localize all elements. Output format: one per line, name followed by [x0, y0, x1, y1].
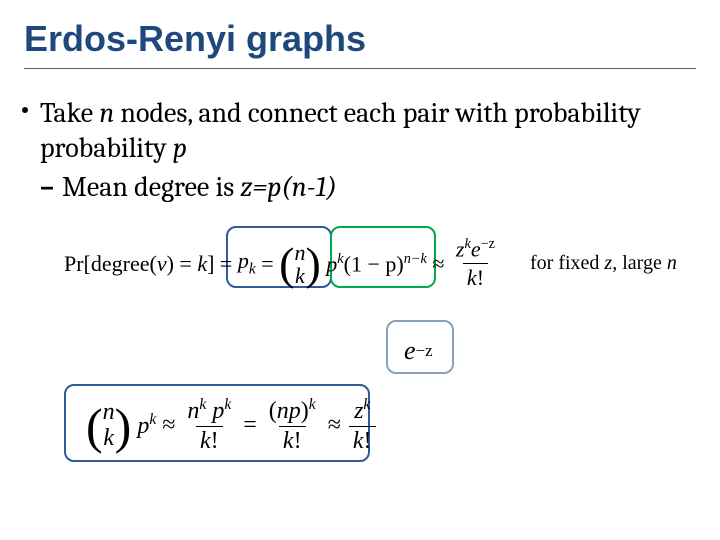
f3-approx2: ≈	[328, 412, 341, 439]
f3-eq: =	[243, 412, 257, 439]
sub-expr: z=p(n-1)	[240, 171, 337, 203]
bullet-1: Take n nodes, and connect each pair with…	[40, 96, 641, 166]
slide-title: Erdos-Renyi graphs	[24, 18, 366, 60]
f3-frac3: zk k!	[349, 396, 376, 455]
f3-binom: ( nk )	[86, 400, 131, 450]
f1-approx: ≈	[427, 251, 450, 277]
f1-poisson: zke−z k!	[452, 236, 499, 291]
dash-icon: –	[40, 170, 54, 205]
for-label: for fixed z, large n	[530, 252, 677, 275]
formula-derivation: ( nk ) pk ≈ nk pk k! = (np)k k! ≈ zk k!	[86, 396, 378, 455]
f3-approx1: ≈	[162, 412, 175, 439]
f3-frac2: (np)k k!	[265, 396, 320, 455]
bullet-n: n	[99, 97, 114, 129]
bullet-p: p	[173, 132, 187, 164]
bullet-dot-icon	[22, 107, 28, 113]
bullet-text-1b: nodes, and connect each pair with probab…	[114, 97, 641, 129]
formula-e-minus-z: e−z	[404, 336, 433, 366]
f1-oneminusp: (1 − p)n−k	[344, 251, 427, 277]
f3-frac1: nk pk k!	[183, 396, 235, 455]
sub-bullet-1: – Mean degree is z=p(n-1)	[62, 170, 337, 205]
slide: { "title": "Erdos-Renyi graphs", "bullet…	[0, 0, 720, 540]
f1-pk: pk	[238, 248, 256, 278]
sub-text: Mean degree is	[62, 171, 240, 203]
title-underline	[24, 68, 696, 69]
bullet-text-1a: Take	[40, 97, 99, 129]
formula-main: Pr[degree(v) = k] = pk = ( nk ) pk (1 − …	[64, 236, 501, 291]
f1-pk-term: pk	[321, 251, 344, 277]
f3-pk: pk	[131, 411, 162, 440]
bullet-text-1c: probability	[40, 132, 173, 164]
f1-eq: =	[256, 251, 279, 277]
f1-lhs: Pr[degree(v) = k] =	[64, 251, 238, 277]
f1-binom: ( nk )	[279, 241, 321, 287]
